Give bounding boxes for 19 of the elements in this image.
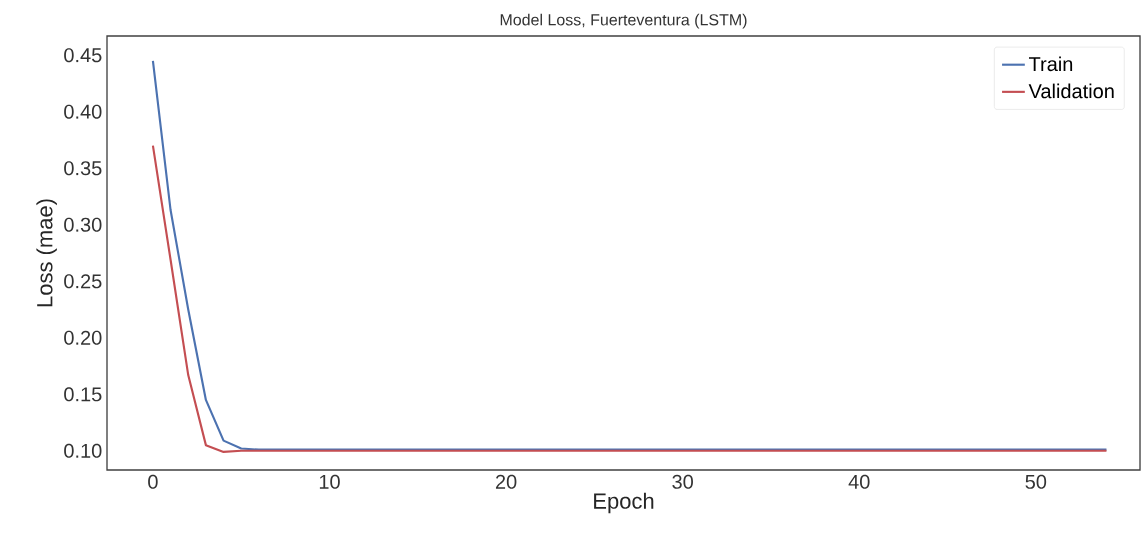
x-tick-label: 10: [319, 474, 340, 489]
x-axis-title: Epoch: [594, 492, 654, 514]
x-tick-label: 20: [495, 474, 517, 489]
legend-label: Train: [1028, 56, 1073, 72]
y-tick-label: 0.30: [64, 217, 102, 232]
y-tick-label: 0.35: [64, 161, 102, 176]
y-tick-label: 0.10: [64, 443, 102, 458]
y-axis-title: Loss (mae): [36, 199, 57, 307]
x-tick-label: 40: [848, 474, 870, 489]
x-tick-label: 50: [1025, 474, 1047, 489]
legend-label: Validation: [1028, 83, 1114, 99]
y-tick-label: 0.20: [64, 330, 102, 345]
chart-title: Model Loss, Fuerteventura (LSTM): [500, 13, 747, 29]
y-tick-label: 0.45: [64, 48, 102, 63]
y-tick-label: 0.40: [64, 104, 102, 119]
x-tick-label: 30: [672, 474, 693, 489]
y-tick-label: 0.15: [64, 387, 102, 402]
x-tick-label: 0: [148, 474, 158, 489]
y-tick-label: 0.25: [64, 274, 102, 289]
